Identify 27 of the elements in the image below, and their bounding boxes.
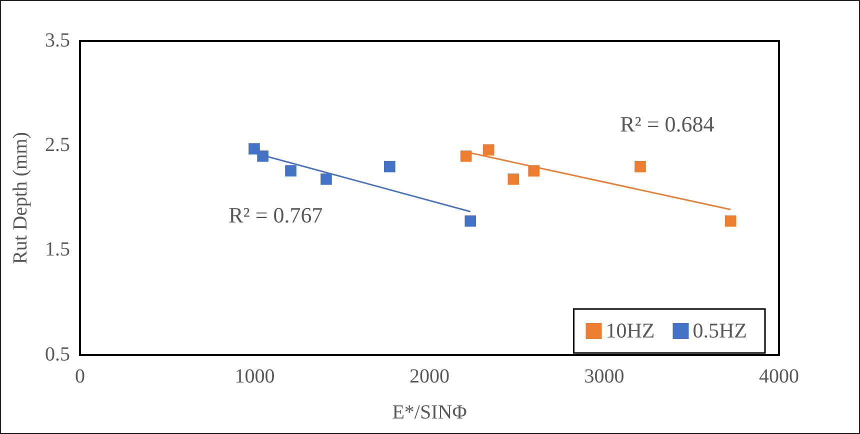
annotation: R² = 0.684 <box>620 112 714 137</box>
legend-label: 10HZ <box>606 318 655 343</box>
x-axis-title: E*/SINΦ <box>392 401 468 424</box>
point <box>464 215 476 227</box>
point <box>248 143 260 154</box>
legend-label: 0.5HZ <box>692 318 748 343</box>
x-tick-label: 4000 <box>759 365 799 388</box>
point <box>528 165 540 176</box>
annotation: R² = 0.767 <box>228 202 323 228</box>
y-tick-label: 3.5 <box>45 29 70 52</box>
point <box>634 160 646 172</box>
point <box>320 174 332 185</box>
point <box>508 174 520 185</box>
point <box>482 144 494 156</box>
x-tick-label: 2000 <box>410 365 450 388</box>
x-tick-label: 3000 <box>584 365 624 388</box>
y-tick-label: 2.5 <box>45 134 70 156</box>
x-tick-label: 0 <box>75 365 85 388</box>
y-tick-label: 1.5 <box>45 238 70 261</box>
point <box>384 160 396 172</box>
point <box>724 215 736 227</box>
point <box>257 150 268 162</box>
x-tick-label: 1000 <box>234 365 275 388</box>
point <box>460 150 472 162</box>
y-axis-title: Rut Depth (mm) <box>9 132 32 264</box>
point <box>285 165 296 176</box>
y-tick-label: 0.5 <box>45 343 70 366</box>
